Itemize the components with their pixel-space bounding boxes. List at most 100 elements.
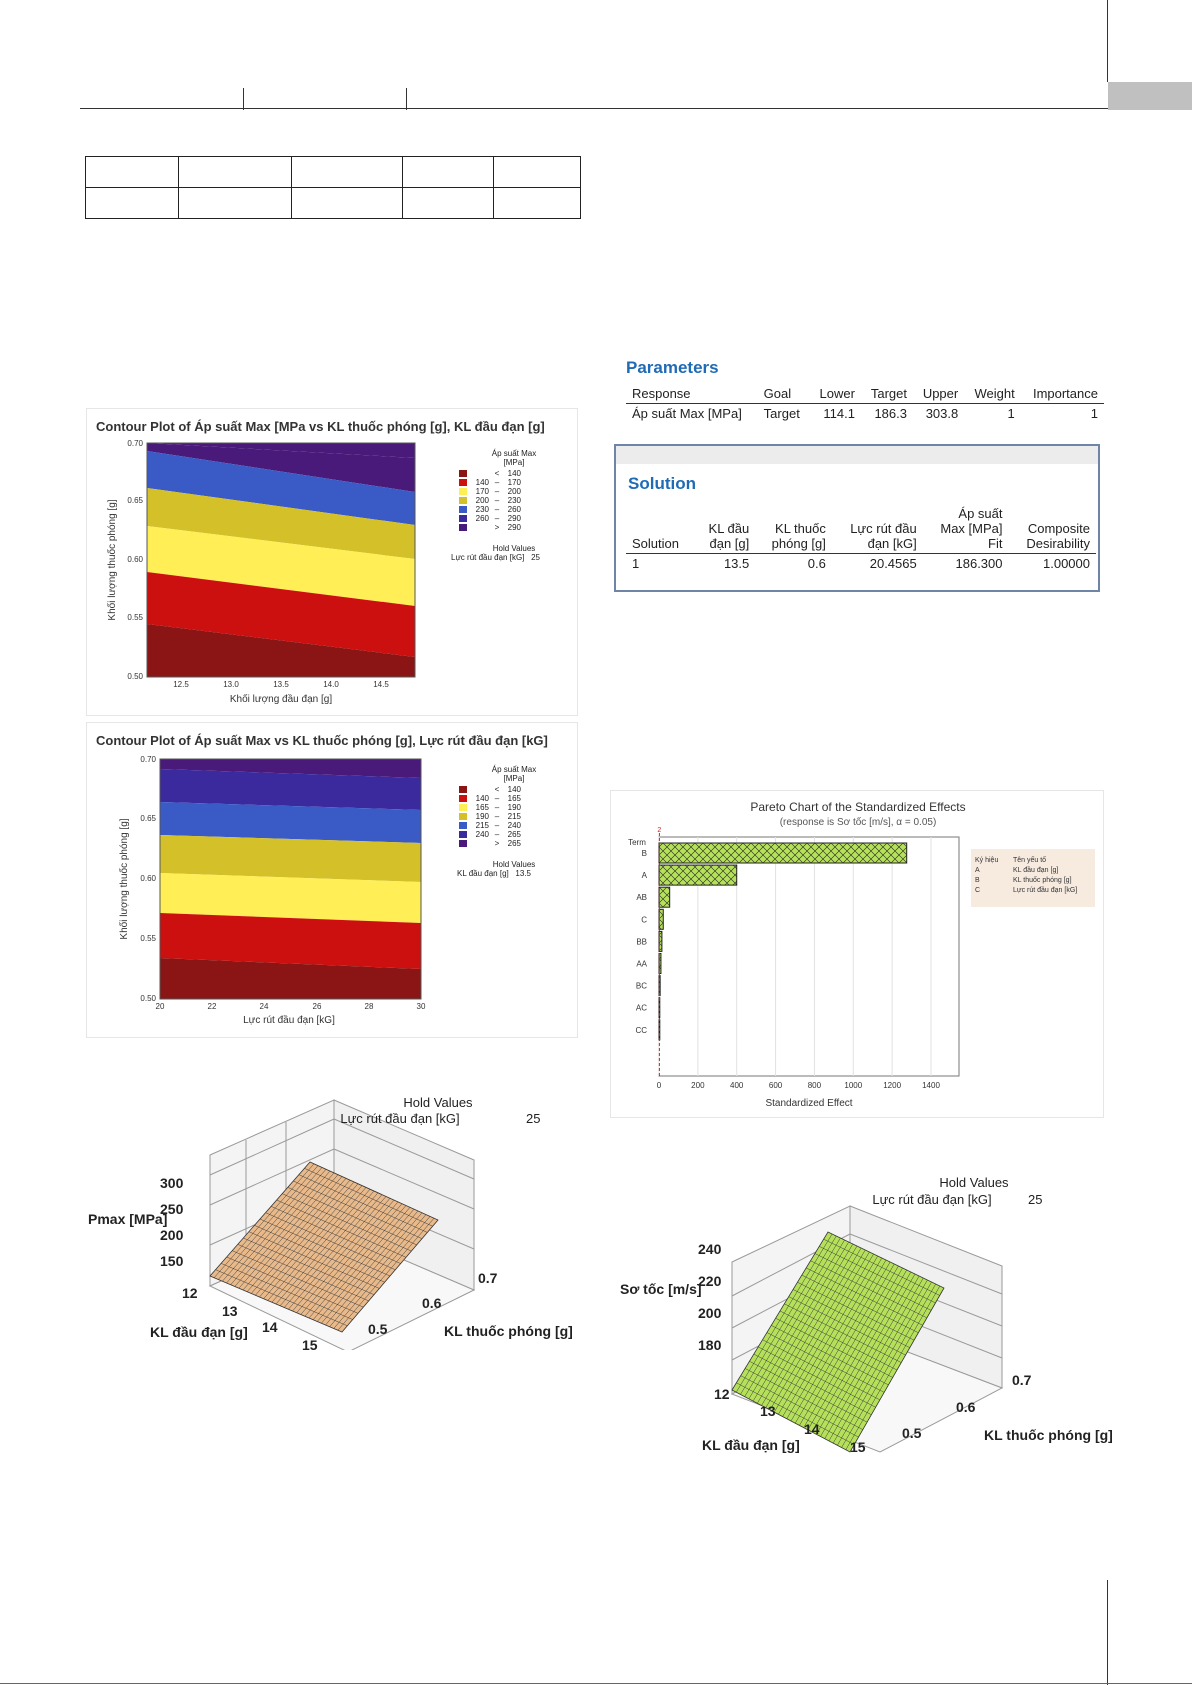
solution-cell: 0.6 [807, 556, 826, 571]
mesh-line [819, 1246, 936, 1304]
legend-item: >265 [459, 839, 569, 848]
parameters-panel: Parameters Response Goal Lower Target Up… [626, 358, 1106, 423]
mesh-line [237, 1244, 369, 1302]
legend-item: 240–265 [459, 830, 569, 839]
solution-header-line: đạn [kG] [867, 536, 917, 551]
z-tick-label: 200 [160, 1227, 184, 1243]
mesh-line [232, 1250, 364, 1308]
pareto-subtitle: (response is Sơ tốc [m/s], α = 0.05) [780, 816, 937, 828]
legend-sep: – [494, 830, 500, 839]
x-tick-label: 13.0 [223, 680, 239, 689]
solution-header-line: Max [MPa] [940, 521, 1003, 536]
contour2-band [160, 759, 421, 778]
mesh-line [753, 1353, 872, 1415]
param-cell: 114.1 [823, 406, 855, 421]
x-tick-label: 15 [302, 1337, 318, 1350]
hold-title: Hold Values [939, 1175, 1009, 1190]
surface2-mesh [731, 1231, 945, 1453]
legend-item: 190–215 [459, 812, 569, 821]
mesh-line [744, 1368, 863, 1430]
mesh-line [823, 1238, 940, 1296]
x-tick-label: 400 [730, 1081, 744, 1090]
mesh-line [282, 1193, 412, 1252]
z-tick-label: 200 [698, 1305, 722, 1321]
legend-item: 200–230 [459, 496, 569, 505]
param-header: Target [870, 386, 907, 401]
y-tick-label: 0.5 [902, 1425, 922, 1441]
x-tick-label: 13.5 [273, 680, 289, 689]
legend-sep: – [494, 487, 500, 496]
solution-header-line: Lực rút đầu [850, 521, 917, 536]
hold-value: 25 [526, 1111, 540, 1126]
mesh-line [797, 1282, 915, 1341]
pareto-bar [658, 842, 908, 864]
legend-item: 165–190 [459, 803, 569, 812]
pareto-ylabel: Term [628, 838, 646, 847]
solution-header: KL đầu đạn [g] [694, 504, 755, 554]
footer-rule [0, 1683, 1192, 1684]
mesh-line [254, 1225, 385, 1283]
blank-table [85, 156, 581, 219]
solution-cell: 20.4565 [869, 556, 917, 571]
solution-panel: Solution Solution KL đầu đạn [g] KL thuốc… [614, 444, 1100, 592]
legend-high: 260 [507, 505, 521, 514]
y-tick-label: 0.7 [478, 1270, 498, 1286]
legend-high: 140 [507, 469, 521, 478]
x-tick-label: 1200 [883, 1081, 901, 1090]
legend-item: <140 [459, 469, 569, 478]
contour1-band [147, 443, 415, 492]
x-tick-label: 1000 [844, 1081, 862, 1090]
contour1-yticks: 0.70 0.65 0.60 0.55 0.50 [127, 439, 143, 681]
legend-high: 290 [507, 514, 521, 523]
legend-swatch [459, 497, 467, 504]
mesh-line [271, 1206, 401, 1264]
x-tick-label: 24 [260, 1002, 269, 1011]
category-label: CC [635, 1026, 647, 1035]
solution-header-line: Solution [632, 536, 679, 551]
x-tick-label: 26 [313, 1002, 322, 1011]
y-tick-label: 0.5 [368, 1321, 388, 1337]
surface1-ylabel: KL thuốc phóng [g] [444, 1323, 573, 1339]
solution-header-line: Desirability [1026, 536, 1090, 551]
solution-cell: 186.300 [955, 556, 1003, 571]
mesh-line [287, 1187, 417, 1246]
surface-plot-1: 300 250 200 150 Pmax [MPa] 12 13 14 15 K… [88, 1095, 573, 1350]
mesh-line [792, 1289, 910, 1348]
mesh-line [265, 1212, 396, 1271]
header-divider [243, 88, 244, 110]
category-label: AB [636, 893, 647, 902]
y-tick-label: 0.6 [422, 1295, 442, 1311]
x-tick-label: 600 [769, 1081, 783, 1090]
legend-high: 215 [507, 812, 521, 821]
contour2-yticks: 0.70 0.65 0.60 0.55 0.50 [140, 755, 156, 1003]
legend-swatch [459, 470, 467, 477]
pareto-bar [658, 997, 661, 1019]
hold-title: Hold Values [492, 860, 536, 869]
legend-low: 215 [475, 821, 489, 830]
y-tick-label: 0.6 [956, 1399, 976, 1415]
pareto-title: Pareto Chart of the Standardized Effects [750, 800, 965, 814]
legend-item: 170–200 [459, 487, 569, 496]
legend-high: 200 [507, 487, 521, 496]
header-divider [406, 88, 407, 110]
legend-high: 240 [507, 821, 521, 830]
surface1-zlabel: Pmax [MPa] [88, 1211, 167, 1227]
pareto-bar [658, 886, 671, 908]
param-cell: 1 [1007, 406, 1015, 421]
contour2-title: Contour Plot of Áp suất Max vs KL thuốc … [96, 733, 548, 748]
legend-swatch [459, 822, 467, 829]
legend-name: Lực rút đầu đạn [kG] [1013, 885, 1077, 894]
contour2-band [160, 802, 421, 843]
z-tick-label: 180 [698, 1337, 722, 1353]
solution-header-line: KL thuốc [775, 521, 826, 536]
solution-header: KL thuốc phóng [g] [755, 504, 832, 554]
pareto-xlabel: Standardized Effect [765, 1098, 852, 1109]
surface2-xlabel: KL đầu đạn [g] [702, 1437, 800, 1453]
legend-low: 165 [475, 803, 489, 812]
x-tick-label: 13 [222, 1303, 238, 1319]
solution-header: Áp suất Max [MPa] Fit [923, 504, 1009, 554]
category-label: AA [636, 960, 647, 969]
header-rule [80, 108, 1108, 109]
contour1-ylabel: Khối lượng thuốc phóng [g] [106, 499, 118, 620]
